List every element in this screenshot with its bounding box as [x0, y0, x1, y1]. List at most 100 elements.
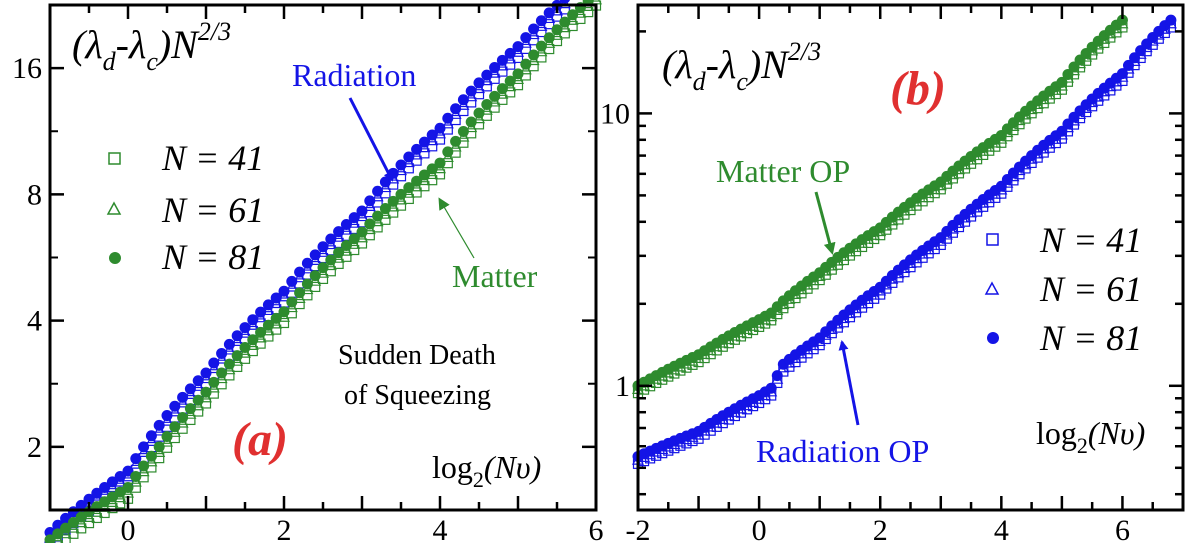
data-point-n41 — [294, 298, 305, 310]
data-point-n61 — [371, 190, 384, 202]
data-point-n41 — [450, 114, 461, 126]
data-point-n61 — [340, 223, 353, 235]
data-point-n61 — [184, 388, 197, 399]
x-tick-label: 6 — [1115, 514, 1130, 543]
data-point-n61 — [238, 326, 252, 338]
data-point-n81 — [1165, 14, 1177, 26]
data-point-n61 — [176, 416, 189, 428]
annotation-matter-op: Matter OP — [716, 153, 850, 189]
data-point-n61 — [426, 168, 439, 180]
data-point-n41 — [130, 482, 141, 493]
data-point-n41 — [528, 61, 539, 72]
y-tick-label: 4 — [27, 305, 42, 338]
data-point-n61 — [410, 148, 423, 160]
annotation-matter: Matter — [452, 258, 538, 294]
panel-a-ticks: 0 2 4 6 2 4 8 16 — [12, 5, 604, 543]
data-point-n41 — [349, 244, 360, 256]
data-point-n41 — [512, 52, 524, 64]
data-point-n61 — [379, 181, 392, 193]
data-point-n61 — [558, 0, 571, 9]
data-point-n41 — [302, 290, 313, 301]
data-point-n61 — [402, 186, 415, 198]
x-tick-label: 0 — [121, 514, 136, 543]
data-point-n61 — [355, 210, 369, 222]
data-point-n61 — [293, 271, 306, 283]
data-point-n61 — [535, 20, 548, 31]
data-point-n61 — [488, 66, 501, 78]
annotation-sudden-death: Sudden Death — [338, 340, 496, 371]
data-point-n41 — [388, 207, 399, 218]
data-point-n41 — [403, 193, 414, 205]
data-point-n41 — [450, 147, 461, 158]
data-point-n61 — [574, 6, 587, 18]
data-point-n61 — [59, 527, 72, 539]
data-point-n61 — [238, 346, 252, 358]
data-point-n41 — [325, 266, 336, 277]
panel-a: 0 2 4 6 2 4 8 16 (λd-λc)N2/3 log2(Nυ) N = 41 N … — [12, 0, 604, 543]
data-point-n41 — [341, 251, 352, 262]
data-point-n61 — [285, 280, 298, 292]
data-point-n41 — [310, 281, 321, 293]
legend-marker-circle-filled — [109, 252, 121, 264]
x-tick-label: 4 — [433, 514, 448, 543]
data-point-n61 — [566, 14, 579, 25]
data-point-n61 — [488, 95, 501, 107]
data-point-n41 — [419, 148, 430, 159]
data-point-n41 — [442, 158, 453, 169]
data-point-n61 — [511, 73, 525, 85]
annotation-radiation: Radiation — [292, 57, 416, 93]
data-point-n61 — [199, 372, 213, 384]
data-point-n61 — [129, 457, 142, 469]
x-tick-label: -2 — [626, 514, 651, 543]
data-point-n61 — [160, 435, 174, 447]
data-point-n61 — [418, 174, 431, 186]
data-point-n61 — [472, 112, 486, 124]
data-point-n41 — [208, 388, 219, 399]
data-point-n41 — [411, 155, 422, 166]
data-point-n61 — [441, 151, 454, 163]
panel-b-ticks: -2 0 2 4 6 1 10 — [600, 5, 1185, 543]
data-point-n61 — [449, 108, 462, 119]
data-point-n61 — [231, 335, 244, 346]
data-point-n61 — [67, 521, 80, 533]
legend-marker-triangle-open — [106, 201, 122, 215]
data-point-n41 — [520, 43, 531, 54]
y-tick-label: 16 — [12, 52, 42, 85]
data-point-n61 — [246, 339, 259, 350]
x-tick-label: 2 — [873, 514, 888, 543]
data-point-n41 — [575, 13, 586, 25]
data-point-n61 — [207, 362, 220, 374]
data-point-n61 — [231, 354, 244, 366]
data-point-n41 — [224, 370, 235, 381]
data-point-n61 — [285, 301, 298, 313]
data-point-n61 — [277, 311, 291, 322]
data-point-n61 — [277, 290, 291, 302]
data-point-n41 — [466, 128, 477, 139]
data-point-n41 — [419, 181, 430, 192]
data-point-n41 — [434, 134, 446, 145]
data-point-n61 — [129, 475, 142, 487]
legend-label-n41: N = 41 — [161, 138, 264, 178]
data-point-n61 — [418, 141, 431, 153]
panel-b-series — [631, 14, 1177, 469]
data-point-n61 — [309, 254, 322, 265]
data-point-n61 — [316, 246, 330, 257]
data-point-n61 — [472, 82, 486, 94]
data-point-n41 — [458, 105, 469, 117]
data-point-n61 — [394, 193, 408, 205]
data-point-n41 — [333, 258, 344, 269]
data-point-n61 — [223, 363, 236, 375]
data-point-n61 — [192, 380, 205, 391]
panel-a-series — [43, 0, 603, 543]
panel-a-label: (a) — [232, 413, 288, 466]
data-point-n41 — [489, 102, 500, 113]
panel-b-legend: N = 41 N = 61 N = 81 — [984, 220, 1142, 358]
data-point-n61 — [293, 292, 306, 303]
data-point-n61 — [511, 45, 525, 57]
data-point-n61 — [332, 251, 345, 263]
data-point-n61 — [527, 28, 540, 40]
data-point-n61 — [519, 36, 532, 48]
data-point-n61 — [254, 331, 267, 343]
data-point-n41 — [536, 52, 547, 63]
